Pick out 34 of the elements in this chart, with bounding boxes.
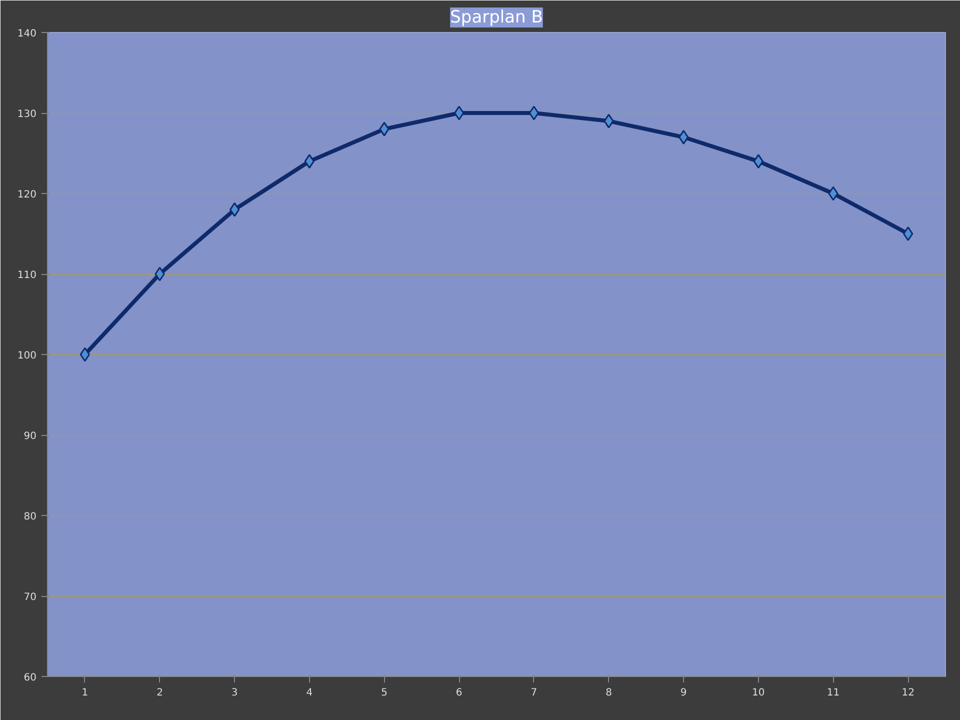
chart-title: Sparplan B <box>450 8 543 28</box>
point <box>604 114 614 128</box>
y-tick-label: 130 <box>17 109 37 120</box>
point <box>154 266 165 282</box>
point <box>903 226 914 241</box>
point <box>454 106 464 120</box>
point <box>828 186 838 201</box>
y-tick-label: 110 <box>17 270 37 281</box>
y-tick-label: 60 <box>24 672 37 684</box>
point <box>304 154 314 169</box>
y-tick-label: 70 <box>24 592 37 603</box>
y-tick-label: 120 <box>17 190 37 200</box>
point <box>528 106 539 120</box>
x-tick-label: 3 <box>231 688 238 698</box>
x-tick-label: 1 <box>82 688 88 698</box>
x-tick-label: 11 <box>826 688 840 698</box>
y-tick-label: 80 <box>24 512 37 522</box>
x-tick-label: 2 <box>156 688 163 698</box>
x-tick-label: 4 <box>306 688 313 698</box>
y-tick-label: 90 <box>24 431 37 442</box>
point <box>379 122 390 136</box>
point <box>678 130 689 144</box>
x-tick-label: 5 <box>381 688 388 698</box>
x-tick-label: 9 <box>680 688 687 698</box>
y-tick-label: 100 <box>17 350 37 362</box>
point <box>80 347 90 362</box>
point <box>230 202 240 217</box>
x-tick-label: 10 <box>752 688 765 698</box>
x-tick-label: 12 <box>902 688 914 698</box>
point <box>753 154 764 169</box>
x-tick-label: 8 <box>606 688 612 698</box>
x-tick-label: 7 <box>530 688 538 698</box>
x-tick-label: 6 <box>456 688 462 698</box>
y-tick-label: 140 <box>17 28 37 40</box>
